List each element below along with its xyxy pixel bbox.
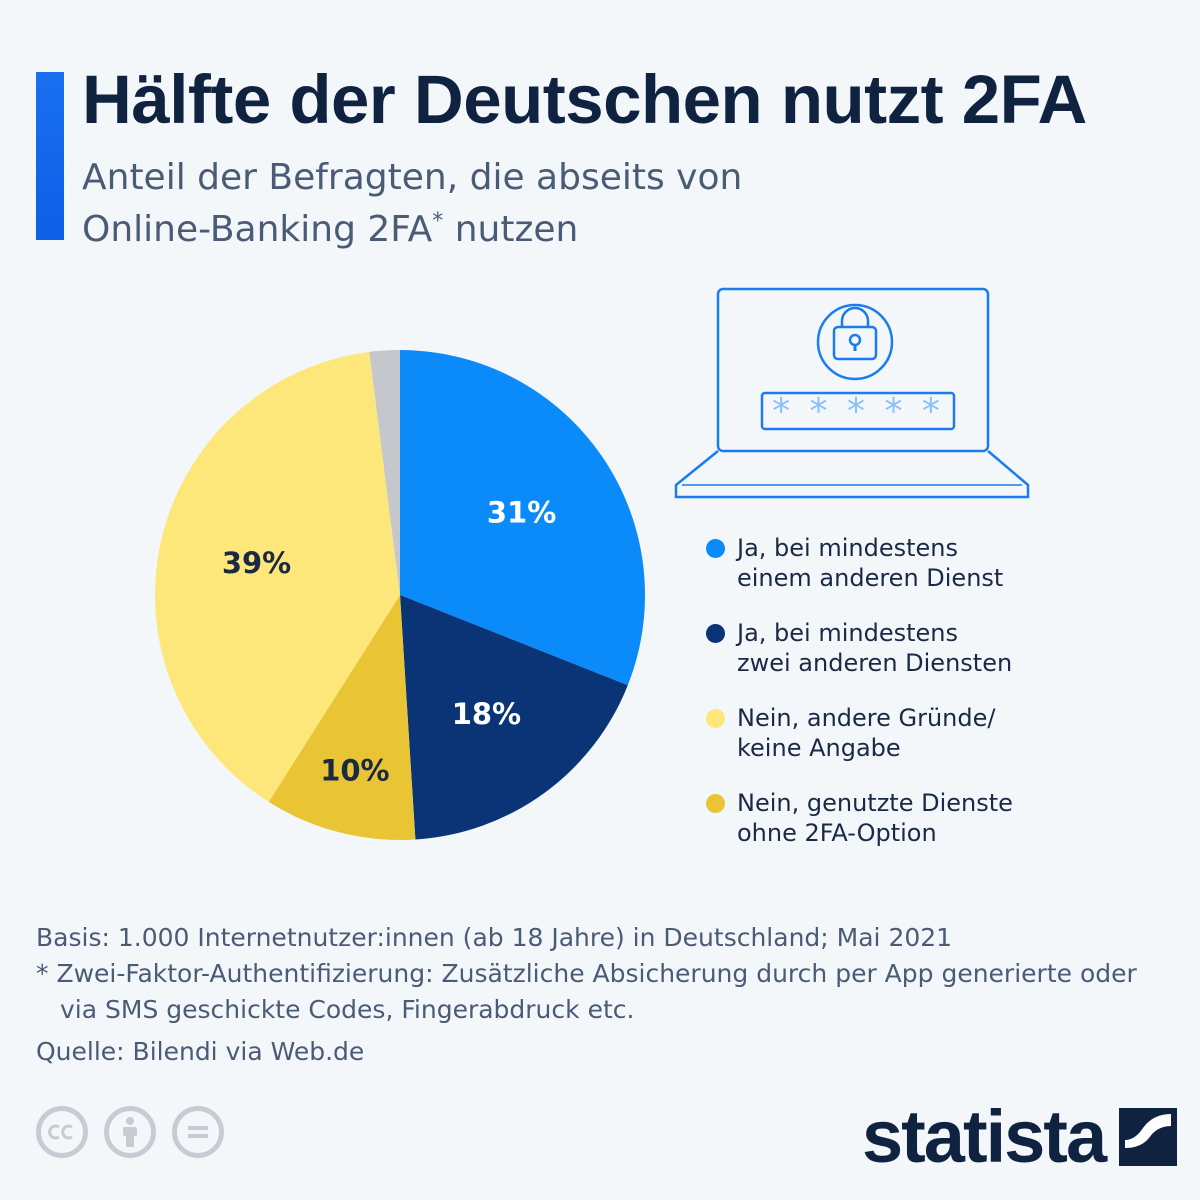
legend-item: Nein, genutzte Dienste ohne 2FA-Option — [706, 788, 1166, 848]
subtitle-line-1: Anteil der Befragten, die abseits von — [82, 157, 743, 198]
legend-label: Nein, genutzte Dienste ohne 2FA-Option — [737, 788, 1013, 848]
legend-label-line: Ja, bei mindestens — [737, 619, 958, 647]
accent-bar — [36, 72, 64, 240]
pie-data-label: 31% — [487, 495, 556, 529]
pie-slice — [400, 595, 628, 840]
legend-label-line: zwei anderen Diensten — [737, 649, 1013, 677]
legend-item: Ja, bei mindestens einem anderen Dienst — [706, 533, 1166, 593]
footnote-source: Quelle: Bilendi via Web.de — [36, 1037, 365, 1066]
subtitle-line-2-prefix: Online-Banking 2FA — [82, 209, 433, 250]
legend-dot — [706, 539, 725, 558]
footnote-basis: Basis: 1.000 Internetnutzer:innen (ab 18… — [36, 923, 953, 952]
cc-icon[interactable] — [36, 1106, 88, 1158]
legend-dot — [706, 624, 725, 643]
legend-label-line: Nein, andere Gründe/ — [737, 704, 996, 732]
page-title: Hälfte der Deutschen nutzt 2FA — [82, 61, 1087, 138]
pie-slice — [154, 351, 400, 802]
legend-label-line: keine Angabe — [737, 734, 901, 762]
legend-label-line: Ja, bei mindestens — [737, 534, 958, 562]
footnote-mark: * — [432, 209, 444, 234]
laptop-lock-icon: * * * * * — [674, 287, 1030, 499]
legend-item: Ja, bei mindestens zwei anderen Diensten — [706, 618, 1166, 678]
footnotes: Basis: 1.000 Internetnutzer:innen (ab 18… — [36, 920, 1166, 1070]
license-icons — [36, 1106, 224, 1158]
legend-label-line: Nein, genutzte Dienste — [737, 789, 1013, 817]
legend-label-line: ohne 2FA-Option — [737, 819, 937, 847]
legend-label: Nein, andere Gründe/keine Angabe — [737, 703, 995, 763]
pie-slice — [268, 595, 416, 840]
password-mask: * * * * * — [772, 391, 944, 432]
statista-logo[interactable]: statista — [862, 1095, 1178, 1178]
footnote-definition: * Zwei-Faktor-Authentifizierung: Zusätzl… — [36, 959, 1137, 1024]
legend-dot — [706, 794, 725, 813]
legend-dot — [706, 709, 725, 728]
pie-slice — [400, 350, 645, 686]
subtitle-line-2-suffix: nutzen — [443, 209, 579, 250]
legend-label: Ja, bei mindestens zwei anderen Diensten — [737, 618, 1012, 678]
brand-name: statista — [862, 1095, 1107, 1178]
statista-mark-icon — [1119, 1108, 1178, 1166]
legend: Ja, bei mindestens einem anderen Dienst J… — [706, 533, 1166, 873]
pie-data-label: 39% — [222, 546, 291, 580]
pie-data-label: 10% — [320, 754, 389, 788]
pie-chart: 31% 18% 10% 39% — [154, 350, 645, 840]
attribution-icon[interactable] — [104, 1106, 156, 1158]
subtitle: Anteil der Befragten, die abseits von On… — [82, 156, 842, 252]
subtitle-line-2: Online-Banking 2FA* nutzen — [82, 200, 842, 252]
pie-data-label: 18% — [452, 697, 521, 731]
legend-item: Nein, andere Gründe/keine Angabe — [706, 703, 1166, 763]
no-derivatives-icon[interactable] — [172, 1106, 224, 1158]
legend-label-line: einem anderen Dienst — [737, 564, 1004, 592]
pie-slice — [369, 350, 400, 595]
legend-label: Ja, bei mindestens einem anderen Dienst — [737, 533, 1003, 593]
